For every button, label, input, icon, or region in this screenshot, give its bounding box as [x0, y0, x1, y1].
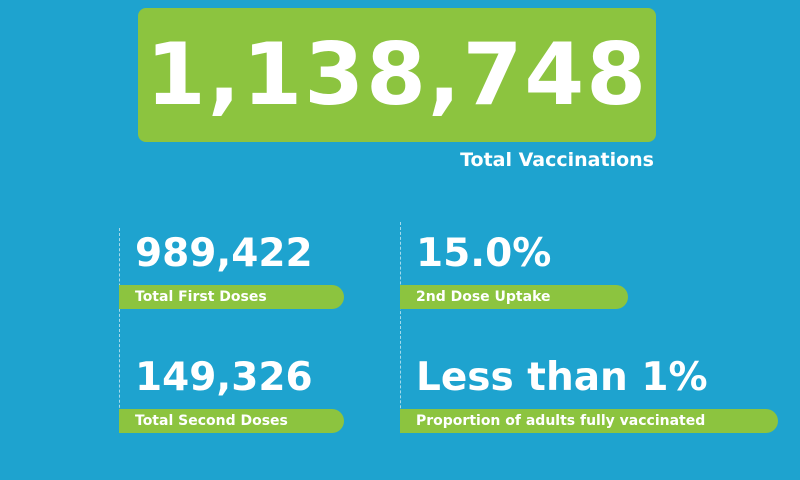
right-divider — [400, 222, 401, 433]
stat-value: 149,326 — [135, 355, 313, 400]
stat-second-doses: 149,326 Total Second Doses — [119, 358, 344, 433]
total-vaccinations-label: Total Vaccinations — [460, 149, 654, 171]
stat-value: 989,422 — [135, 231, 313, 276]
total-vaccinations-value: 1,138,748 — [145, 25, 649, 125]
stat-label: 2nd Dose Uptake — [400, 285, 628, 309]
left-divider — [119, 228, 120, 433]
stat-value: 15.0% — [416, 231, 552, 276]
stat-adults-fully-vaccinated: Less than 1% Proportion of adults fully … — [400, 358, 778, 433]
stat-label: Total Second Doses — [119, 409, 344, 433]
stat-label: Total First Doses — [119, 285, 344, 309]
stat-first-doses: 989,422 Total First Doses — [119, 234, 344, 309]
stat-label: Proportion of adults fully vaccinated — [400, 409, 778, 433]
total-vaccinations-box: 1,138,748 — [138, 8, 656, 142]
stat-value: Less than 1% — [416, 355, 708, 400]
stat-second-dose-uptake: 15.0% 2nd Dose Uptake — [400, 234, 628, 309]
